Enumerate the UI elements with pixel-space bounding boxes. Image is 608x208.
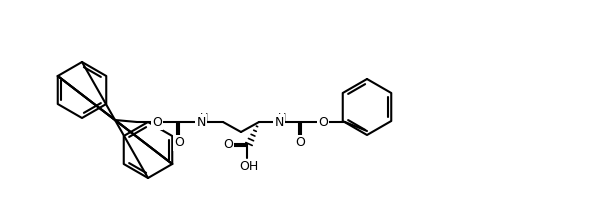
- Text: N: N: [274, 115, 284, 129]
- Text: O: O: [223, 139, 233, 151]
- Text: O: O: [174, 136, 184, 150]
- Text: OH: OH: [240, 160, 258, 173]
- Text: H: H: [200, 113, 208, 123]
- Text: O: O: [152, 115, 162, 129]
- Text: O: O: [318, 115, 328, 129]
- Text: O: O: [295, 136, 305, 150]
- Text: H: H: [278, 113, 286, 123]
- Text: N: N: [196, 115, 206, 129]
